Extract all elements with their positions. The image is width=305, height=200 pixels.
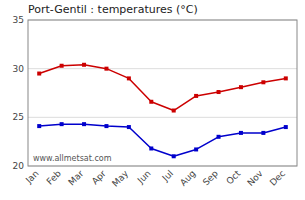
marker: [239, 131, 243, 135]
marker: [127, 76, 131, 80]
x-tick-label: Jan: [23, 168, 41, 186]
line: [39, 65, 286, 111]
y-tick-label: 30: [13, 64, 25, 74]
y-tick-label: 35: [13, 15, 24, 25]
marker: [172, 109, 176, 113]
marker: [261, 131, 265, 135]
chart: 20 25 30 35 JanFebMar AprMayJun JulAugSepOctNo…: [0, 0, 305, 200]
marker: [82, 63, 86, 67]
marker: [60, 122, 64, 126]
x-tick-label: Sep: [201, 168, 220, 187]
series-group: [37, 63, 288, 158]
x-tick-label: Oct: [224, 168, 242, 186]
y-tick-label: 25: [13, 112, 24, 122]
chart-container: 20 25 30 35 JanFebMar AprMayJun JulAugSepOctNo…: [0, 0, 305, 200]
marker: [104, 124, 108, 128]
x-tick-label: Apr: [90, 168, 108, 186]
marker: [172, 154, 176, 158]
x-tick-label: Feb: [45, 168, 64, 187]
line: [39, 124, 286, 156]
x-tick-label: Aug: [178, 168, 198, 188]
title: Port-Gentil : temperatures (°C): [28, 3, 198, 16]
marker: [149, 100, 153, 104]
grid-line: [28, 117, 297, 118]
grid-line: [28, 68, 297, 69]
marker: [261, 80, 265, 84]
marker: [60, 64, 64, 68]
marker: [149, 146, 153, 150]
marker: [194, 94, 198, 98]
x-tick-label: Nov: [245, 168, 265, 188]
x-tick-label: Jul: [160, 168, 175, 183]
y-tick-label: 20: [13, 161, 25, 171]
marker: [194, 147, 198, 151]
x-tick-label: Mar: [66, 168, 85, 187]
marker: [104, 67, 108, 71]
marker: [127, 125, 131, 129]
marker: [284, 76, 288, 80]
plot-frame: [28, 20, 297, 166]
annotation: www.allmetsat.com: [33, 154, 112, 163]
x-tick-label: May: [110, 168, 131, 189]
marker: [239, 85, 243, 89]
x-tick-label: Dec: [268, 168, 287, 187]
marker: [217, 135, 221, 139]
marker: [217, 90, 221, 94]
marker: [284, 125, 288, 129]
x-tick-label: Jun: [135, 168, 153, 186]
marker: [37, 72, 41, 76]
marker: [82, 122, 86, 126]
marker: [37, 124, 41, 128]
